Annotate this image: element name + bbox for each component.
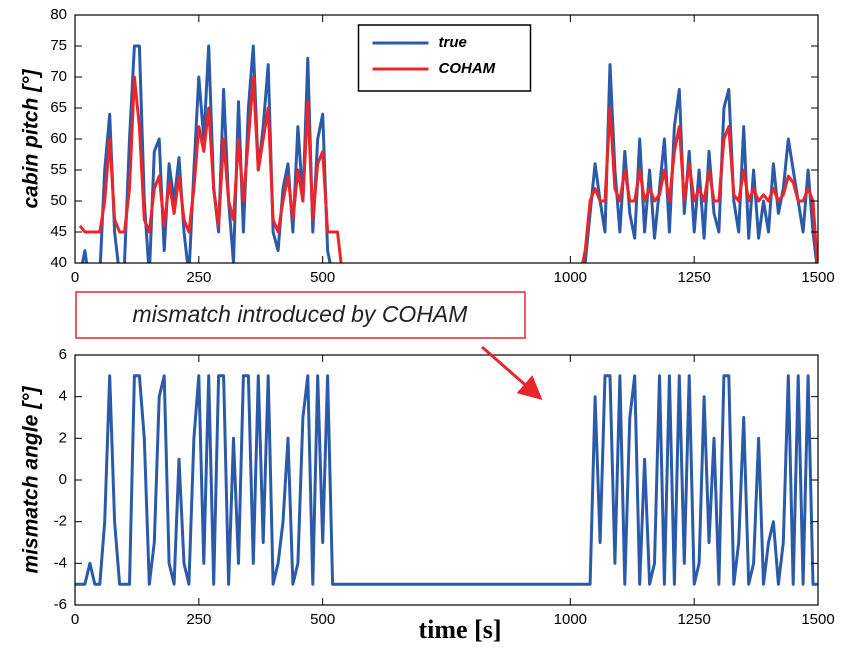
y-axis-label: mismatch angle [°] (20, 386, 43, 574)
y-tick-label: 6 (59, 346, 67, 363)
x-tick-label: 500 (310, 269, 335, 286)
x-axis-label: time [s] (418, 615, 501, 644)
y-tick-label: 40 (50, 254, 67, 271)
x-tick-label: 1250 (677, 611, 710, 628)
x-tick-label: 1250 (677, 269, 710, 286)
legend-label: COHAM (439, 60, 496, 77)
x-tick-label: 1000 (554, 611, 587, 628)
y-tick-label: 55 (50, 161, 67, 178)
x-tick-label: 250 (186, 269, 211, 286)
y-tick-label: 45 (50, 223, 67, 240)
y-tick-label: -4 (54, 554, 67, 571)
y-tick-label: 4 (59, 388, 67, 405)
y-tick-label: 70 (50, 68, 67, 85)
y-tick-label: 75 (50, 37, 67, 54)
x-tick-label: 1500 (801, 269, 834, 286)
series-group (78, 44, 818, 263)
y-tick-label: 2 (59, 429, 67, 446)
series-group (75, 374, 818, 586)
x-tick-label: 1500 (801, 611, 834, 628)
data-line (80, 44, 818, 263)
legend-box (357, 24, 532, 92)
data-line (75, 374, 818, 586)
x-tick-label: 0 (71, 611, 79, 628)
y-tick-label: 80 (50, 6, 67, 23)
y-tick-label: -2 (54, 513, 67, 530)
x-tick-label: 500 (310, 611, 335, 628)
y-tick-label: 50 (50, 192, 67, 209)
legend-label: true (439, 34, 467, 51)
y-axis-label: cabin pitch [°] (20, 68, 43, 208)
x-tick-label: 0 (71, 269, 79, 286)
y-tick-label: 65 (50, 99, 67, 116)
y-tick-label: 60 (50, 130, 67, 147)
annotation-arrow (481, 345, 543, 400)
annotation: mismatch introduced by COHAM (133, 301, 469, 327)
y-tick-label: -6 (54, 596, 67, 613)
annotation-box (75, 291, 526, 339)
y-tick-label: 0 (59, 471, 67, 488)
data-line (78, 75, 818, 263)
x-tick-label: 1000 (554, 269, 587, 286)
x-tick-label: 250 (186, 611, 211, 628)
